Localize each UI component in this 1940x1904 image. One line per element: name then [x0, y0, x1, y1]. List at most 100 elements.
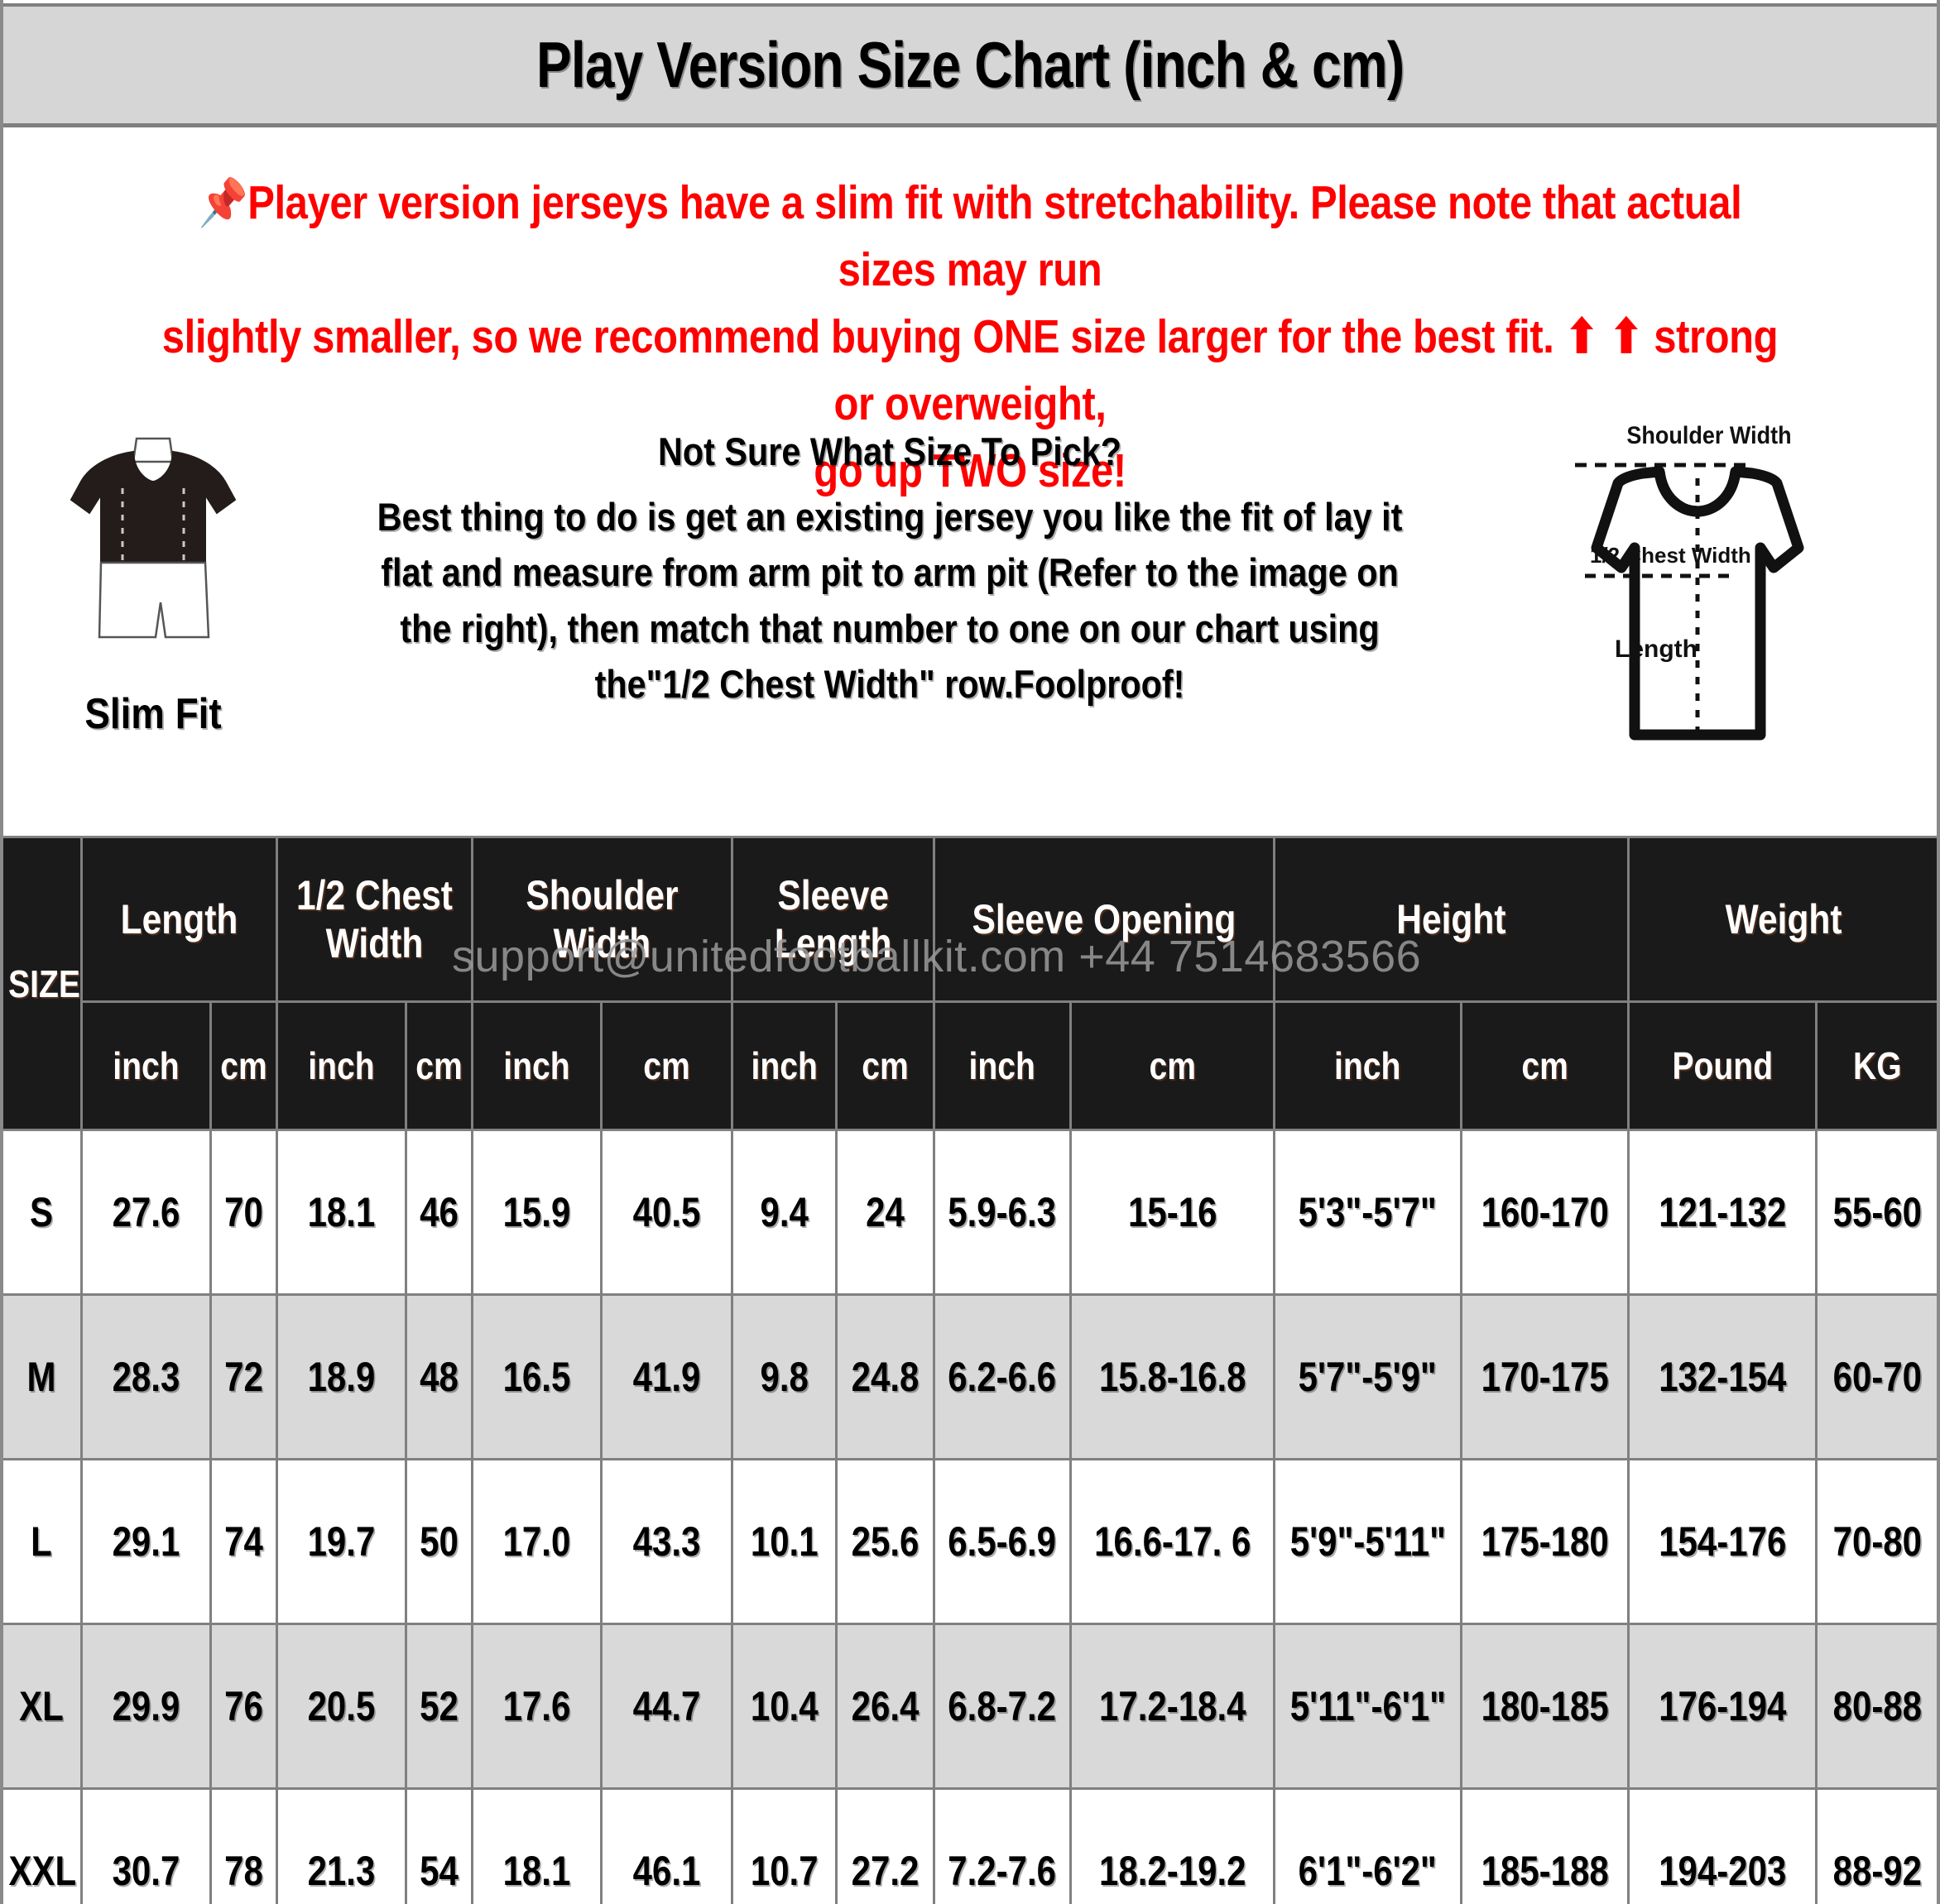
warning-line-2: slightly smaller, so we recommend buying… [161, 309, 1779, 430]
cell-value: 7.2-7.6 [933, 1787, 1072, 1904]
cell-value: 24 [835, 1129, 936, 1296]
cell-value: 80-88 [1815, 1623, 1940, 1790]
col-group-half-chest-width: 1/2 Chest Width [275, 836, 473, 1003]
table-row: L 29.1 74 19.7 50 17.0 43.3 10.1 25.6 6.5-6.9 16.6… [0, 1458, 1940, 1625]
cell-value: 10.4 [730, 1623, 838, 1790]
table-row: XL 29.9 76 20.5 52 17.6 44.7 10.4 26.4 6.8-7.2 17.… [0, 1623, 1940, 1790]
table-row: S 27.6 70 18.1 46 15.9 40.5 9.4 24 5.9-6.3 15-16 5'… [0, 1129, 1940, 1296]
unit-chest-inch: inch [275, 1000, 407, 1131]
unit-sleeve-opening-cm: cm [1068, 1000, 1276, 1131]
howto-line-1: Best thing to do is get an existing jers… [377, 495, 1403, 540]
cell-value: 9.8 [730, 1293, 838, 1460]
cell-value: 5'11"-6'1" [1273, 1623, 1462, 1790]
cell-value: 78 [209, 1787, 278, 1904]
shoulder-width-label: Shoulder Width [1626, 422, 1792, 449]
cell-value: 26.4 [835, 1623, 936, 1790]
howto-line-2: flat and measure from arm pit to arm pit… [381, 550, 1399, 595]
cell-value: 16.5 [470, 1293, 603, 1460]
cell-value: 176-194 [1626, 1623, 1818, 1790]
table-body: S 27.6 70 18.1 46 15.9 40.5 9.4 24 5.9-6.3 15-16 5'… [0, 1129, 1940, 1904]
cell-value: 27.2 [835, 1787, 936, 1904]
warning-line-3: go up TWO size! [814, 444, 1126, 497]
cell-value: 18.1 [470, 1787, 603, 1904]
cell-value: 15.8-16.8 [1068, 1293, 1276, 1460]
col-group-length: Length [79, 836, 278, 1003]
cell-value: 6.2-6.6 [933, 1293, 1072, 1460]
unit-sleeve-opening-inch: inch [933, 1000, 1072, 1131]
cell-value: 74 [209, 1458, 278, 1625]
unit-sleeve-length-cm: cm [835, 1000, 936, 1131]
cell-value: 29.9 [79, 1623, 212, 1790]
cell-value: 9.4 [730, 1129, 838, 1296]
unit-length-cm: cm [209, 1000, 278, 1131]
cell-value: 160-170 [1459, 1129, 1630, 1296]
cell-value: 54 [404, 1787, 473, 1904]
cell-value: 6'1"-6'2" [1273, 1787, 1462, 1904]
cell-value: 15.9 [470, 1129, 603, 1296]
cell-value: 43.3 [599, 1458, 733, 1625]
cell-value: 70 [209, 1129, 278, 1296]
cell-value: 5'3"-5'7" [1273, 1129, 1462, 1296]
cell-size: S [0, 1129, 83, 1296]
unit-shoulder-inch: inch [470, 1000, 603, 1131]
cell-size: XXL [0, 1787, 83, 1904]
cell-value: 24.8 [835, 1293, 936, 1460]
cell-value: 72 [209, 1293, 278, 1460]
cell-value: 41.9 [599, 1293, 733, 1460]
cell-value: 5'7"-5'9" [1273, 1293, 1462, 1460]
jersey-and-shorts-silhouette-icon [70, 437, 237, 639]
cell-value: 20.5 [275, 1623, 407, 1790]
unit-weight-kg: KG [1815, 1000, 1940, 1131]
howto-line-3: the right), then match that number to on… [400, 606, 1380, 650]
cell-value: 60-70 [1815, 1293, 1940, 1460]
table-group-header-row: SIZE Length 1/2 Chest Width Shoulder Wid… [0, 836, 1940, 1131]
slim-fit-label: Slim Fit [84, 690, 222, 738]
cell-size: M [0, 1293, 83, 1460]
cell-value: 185-188 [1459, 1787, 1630, 1904]
cell-value: 5.9-6.3 [933, 1129, 1072, 1296]
slim-fit-block: Slim Fit [33, 430, 273, 739]
cell-value: 25.6 [835, 1458, 936, 1625]
cell-value: 19.7 [275, 1458, 407, 1625]
cell-value: 194-203 [1626, 1787, 1818, 1904]
cell-value: 46 [404, 1129, 473, 1296]
cell-value: 50 [404, 1458, 473, 1625]
cell-value: 10.1 [730, 1458, 838, 1625]
cell-value: 48 [404, 1293, 473, 1460]
warning-line-1: 📌Player version jerseys have a slim fit … [150, 170, 1789, 304]
cell-value: 10.7 [730, 1787, 838, 1904]
cell-value: 6.8-7.2 [933, 1623, 1072, 1790]
cell-size: XL [0, 1623, 83, 1790]
unit-height-cm: cm [1459, 1000, 1630, 1131]
col-header-size: SIZE [0, 836, 83, 1131]
cell-value: 55-60 [1815, 1129, 1940, 1296]
cell-value: 70-80 [1815, 1458, 1940, 1625]
cell-value: 17.2-18.4 [1068, 1623, 1276, 1790]
col-group-sleeve-opening: Sleeve Opening [933, 836, 1276, 1003]
cell-value: 121-132 [1626, 1129, 1818, 1296]
col-group-height: Height [1273, 836, 1630, 1003]
cell-value: 40.5 [599, 1129, 733, 1296]
cell-value: 21.3 [275, 1787, 407, 1904]
col-group-sleeve-length: Sleeve Length [730, 836, 936, 1003]
tshirt-diagram-block: Shoulder Width 1/2 Chest Width Length [1535, 422, 1883, 819]
length-label-text: Length [1615, 635, 1698, 663]
cell-value: 180-185 [1459, 1623, 1630, 1790]
cell-value: 88-92 [1815, 1787, 1940, 1904]
page-title: Play Version Size Chart (inch & cm) [535, 28, 1405, 101]
pushpin-icon: 📌 [198, 176, 248, 228]
size-table: SIZE Length 1/2 Chest Width Shoulder Wid… [0, 836, 1940, 1904]
cell-value: 52 [404, 1623, 473, 1790]
cell-value: 132-154 [1626, 1293, 1818, 1460]
cell-value: 175-180 [1459, 1458, 1630, 1625]
table-unit-header-row: inch cm inch cm inch cm inch cm inch cm … [2, 1000, 1940, 1131]
unit-chest-cm: cm [404, 1000, 473, 1131]
chest-width-label-text: 1/2 Chest Width [1590, 543, 1751, 568]
table-row: XXL 30.7 78 21.3 54 18.1 46.1 10.7 27.2 7.2-7.6 18… [0, 1787, 1940, 1904]
cell-value: 28.3 [79, 1293, 212, 1460]
howto-question: Not Sure What Size To Pick? [658, 429, 1121, 473]
cell-value: 5'9"-5'11" [1273, 1458, 1462, 1625]
cell-value: 6.5-6.9 [933, 1458, 1072, 1625]
unit-length-inch: inch [79, 1000, 212, 1131]
tshirt-measurement-diagram-icon: 1/2 Chest Width Length [1575, 463, 1804, 741]
